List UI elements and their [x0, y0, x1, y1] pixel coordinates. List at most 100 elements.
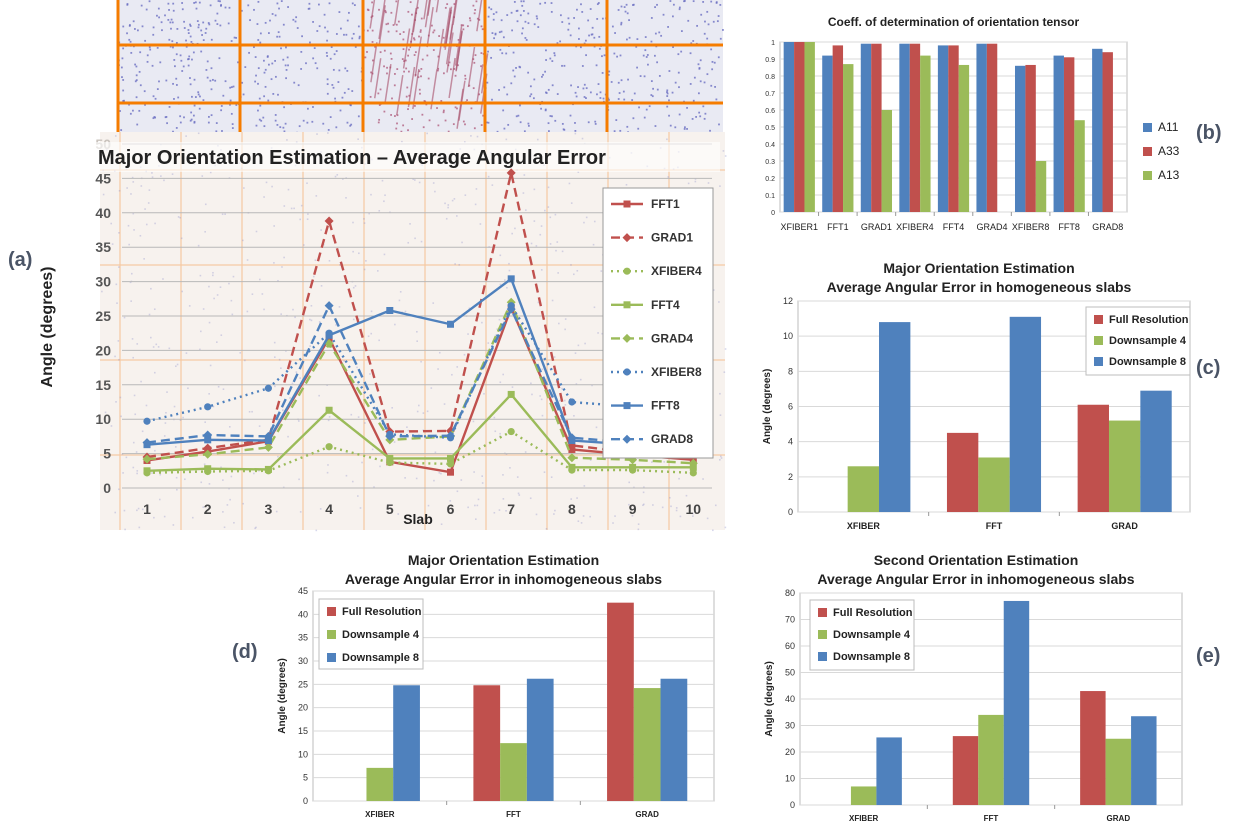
legend-marker [623, 368, 631, 376]
series-line-fft4 [146, 392, 694, 472]
legend-label: FFT4 [651, 298, 680, 312]
data-point [143, 467, 151, 475]
legend-label: FFT8 [651, 399, 680, 413]
data-point [325, 331, 333, 339]
legend [809, 599, 915, 671]
y-tick-label: 0.3 [765, 159, 775, 166]
legend-label: XFIBER4 [651, 264, 702, 278]
legend [602, 187, 714, 459]
bar-full-resolution [1080, 691, 1106, 805]
chart-title: Second Orientation Estimation [874, 552, 1079, 568]
bar-a11 [937, 45, 949, 213]
x-tick-label: XFIBER [847, 521, 881, 531]
y-axis-label: Angle (degrees) [762, 369, 773, 445]
bar-full-resolution [1077, 404, 1109, 512]
x-tick-label: FFT [984, 814, 999, 823]
panel-label-c: (c) [1196, 357, 1221, 379]
bar-a13 [881, 110, 893, 212]
y-tick-label: 5 [103, 446, 111, 462]
data-point [507, 427, 515, 436]
data-point [264, 465, 272, 473]
legend-label: Downsample 4 [1109, 335, 1187, 347]
legend-label: GRAD4 [651, 331, 693, 345]
series-line-xfiber4 [146, 430, 694, 475]
y-tick-label: 30 [785, 721, 795, 731]
data-point [143, 417, 151, 425]
legend-label: GRAD1 [651, 231, 693, 245]
legend-swatch [327, 630, 336, 639]
y-tick-label: 70 [785, 615, 795, 625]
x-tick-label: XFIBER [849, 814, 879, 823]
data-point [204, 403, 212, 411]
y-axis-label: Angle (degrees) [764, 661, 775, 737]
data-point [447, 320, 454, 328]
y-tick-label: 0 [303, 796, 308, 806]
x-tick-label: 4 [325, 501, 333, 517]
bar-downsample-4 [1105, 738, 1132, 805]
bar-a13 [804, 42, 815, 212]
bar-a33 [832, 45, 844, 213]
x-axis-label: Slab [403, 511, 433, 527]
y-tick-label: 20 [785, 747, 795, 757]
y-tick-label: 10 [298, 749, 308, 759]
legend-label: Downsample 8 [342, 652, 419, 664]
legend-label: Full Resolution [1109, 314, 1189, 326]
x-tick-label: 2 [204, 501, 212, 517]
legend-marker [623, 402, 631, 410]
bar-full-resolution [946, 432, 979, 512]
x-tick-label: 9 [629, 501, 637, 517]
data-point [203, 443, 213, 453]
data-point [506, 304, 516, 314]
data-point [203, 449, 213, 459]
data-point [507, 390, 515, 398]
x-tick-label: 3 [265, 501, 273, 517]
y-tick-label: 35 [298, 633, 308, 643]
bar-downsample-4 [500, 743, 527, 801]
data-point [325, 443, 333, 451]
bar-a33 [1102, 52, 1113, 213]
data-point [568, 463, 576, 471]
legend-label: XFIBER8 [651, 365, 702, 379]
data-point [142, 454, 152, 464]
x-tick-label: FFT [986, 521, 1003, 531]
panel-label-d: (d) [232, 641, 258, 663]
x-tick-label: XFIBER4 [896, 222, 934, 232]
bar-a13 [1074, 120, 1085, 212]
chart-c-bar: Major Orientation Estimation Average Angu… [762, 260, 1191, 531]
y-tick-label: 80 [785, 588, 795, 598]
legend-label: A13 [1158, 168, 1180, 182]
bar-downsample-8 [1003, 600, 1030, 805]
bar-downsample-4 [366, 767, 394, 801]
data-point [688, 458, 698, 468]
chart-a-line: 0510152025303540455012345678910Major Ori… [39, 132, 727, 532]
legend-marker [623, 200, 631, 208]
x-tick-label: GRAD [635, 810, 659, 819]
y-tick-label: 10 [783, 331, 793, 341]
x-tick-label: GRAD1 [861, 222, 892, 232]
data-point [263, 442, 273, 452]
y-tick-label: 45 [298, 586, 308, 596]
data-point [446, 431, 455, 441]
data-point [386, 306, 394, 314]
bar-a11 [899, 43, 910, 213]
y-tick-label: 0 [790, 800, 795, 810]
y-tick-label: 0.2 [765, 176, 775, 183]
data-point [689, 469, 697, 477]
legend-marker [622, 333, 632, 343]
legend-marker [623, 301, 631, 309]
legend [1085, 306, 1191, 376]
bar-downsample-8 [1140, 390, 1172, 512]
legend-swatch [1143, 123, 1152, 132]
x-tick-label: 8 [568, 501, 576, 517]
legend [318, 598, 424, 670]
legend-marker [622, 233, 632, 243]
y-tick-label: 35 [95, 239, 111, 255]
y-tick-label: 0.9 [765, 57, 775, 64]
data-point [447, 468, 454, 476]
x-tick-label: FFT4 [943, 222, 965, 232]
legend-label: Full Resolution [342, 606, 422, 618]
x-tick-label: 5 [386, 501, 394, 517]
x-tick-label: XFIBER1 [781, 222, 819, 232]
bar-a33 [986, 43, 998, 213]
y-tick-label: 40 [95, 205, 111, 221]
